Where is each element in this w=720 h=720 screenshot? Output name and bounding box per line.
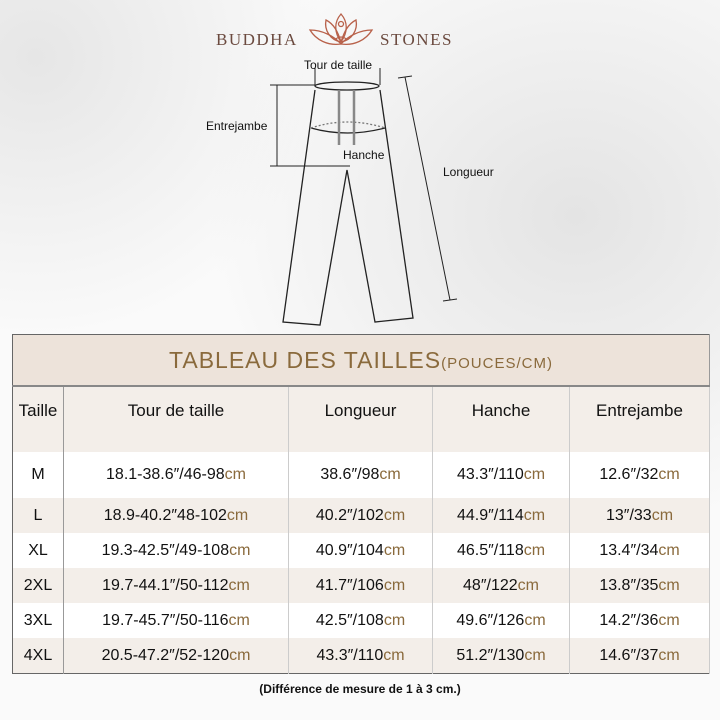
cell-measure: 13″/33cm <box>569 498 710 533</box>
brand-logo: BUDDHA STONES <box>216 13 451 50</box>
table-row: M 18.1-38.6″/46-98cm 38.6″/98cm 43.3″/110cm… <box>12 452 710 498</box>
cell-measure: 20.5-47.2″/52-120cm <box>63 638 289 674</box>
cell-measure: 19.7-44.1″/50-112cm <box>63 568 289 603</box>
inseam-measure <box>270 84 350 167</box>
col-header: Tour de taille <box>63 386 289 452</box>
logo-left-text: BUDDHA <box>216 30 298 49</box>
drawstring <box>337 90 356 145</box>
col-header: Hanche <box>432 386 570 452</box>
cell-measure: 49.6″/126cm <box>432 603 570 638</box>
cell-size: XL <box>12 533 64 568</box>
table-row: 3XL 19.7-45.7″/50-116cm 42.5″/108cm 49.6″/1… <box>12 603 710 638</box>
col-header: Entrejambe <box>569 386 710 452</box>
header-row: Taille Tour de taille Longueur Hanche En… <box>12 386 710 452</box>
cell-measure: 40.2″/102cm <box>288 498 433 533</box>
table-row: XL 19.3-42.5″/49-108cm 40.9″/104cm 46.5″/11… <box>12 533 710 568</box>
cell-size: L <box>12 498 64 533</box>
cell-measure: 18.9-40.2″48-102cm <box>63 498 289 533</box>
waistband <box>314 81 380 91</box>
waist-measure <box>314 68 381 85</box>
col-header: Taille <box>12 386 64 452</box>
cell-measure: 51.2″/130cm <box>432 638 570 674</box>
label-length: Longueur <box>443 165 494 179</box>
table-row: 4XL 20.5-47.2″/52-120cm 43.3″/110cm 51.2″/1… <box>12 638 710 674</box>
cell-measure: 46.5″/118cm <box>432 533 570 568</box>
cell-measure: 40.9″/104cm <box>288 533 433 568</box>
cell-measure: 18.1-38.6″/46-98cm <box>63 452 289 498</box>
label-waist: Tour de taille <box>304 58 373 72</box>
cell-measure: 13.4″/34cm <box>569 533 710 568</box>
label-hip: Hanche <box>343 148 385 162</box>
cell-measure: 43.3″/110cm <box>432 452 570 498</box>
cell-measure: 38.6″/98cm <box>288 452 433 498</box>
lotus-icon <box>308 13 374 46</box>
logo-right-text: STONES <box>380 30 453 49</box>
label-inseam: Entrejambe <box>206 119 268 133</box>
pants-diagram <box>270 68 458 326</box>
table-title: TABLEAU DES TAILLES(POUCES/CM) <box>12 334 710 387</box>
pants-outline <box>282 89 414 326</box>
table-row: L 18.9-40.2″48-102cm 40.2″/102cm 44.9″/114c… <box>12 498 710 533</box>
cell-size: M <box>12 452 64 498</box>
cell-measure: 48″/122cm <box>432 568 570 603</box>
cell-measure: 42.5″/108cm <box>288 603 433 638</box>
cell-measure: 14.2″/36cm <box>569 603 710 638</box>
cell-size: 3XL <box>12 603 64 638</box>
cell-size: 4XL <box>12 638 64 674</box>
cell-measure: 13.8″/35cm <box>569 568 710 603</box>
length-measure <box>397 75 458 302</box>
measurement-note: (Différence de mesure de 1 à 3 cm.) <box>259 682 461 696</box>
cell-measure: 44.9″/114cm <box>432 498 570 533</box>
cell-measure: 43.3″/110cm <box>288 638 433 674</box>
cell-size: 2XL <box>12 568 64 603</box>
col-header: Longueur <box>288 386 433 452</box>
size-chart-table: TABLEAU DES TAILLES(POUCES/CM) Taille To… <box>12 334 710 674</box>
hip-line <box>310 127 386 134</box>
cell-measure: 19.3-42.5″/49-108cm <box>63 533 289 568</box>
cell-measure: 19.7-45.7″/50-116cm <box>63 603 289 638</box>
cell-measure: 41.7″/106cm <box>288 568 433 603</box>
table-row: 2XL 19.7-44.1″/50-112cm 41.7″/106cm 48″/122… <box>12 568 710 603</box>
cell-measure: 14.6″/37cm <box>569 638 710 674</box>
cell-measure: 12.6″/32cm <box>569 452 710 498</box>
